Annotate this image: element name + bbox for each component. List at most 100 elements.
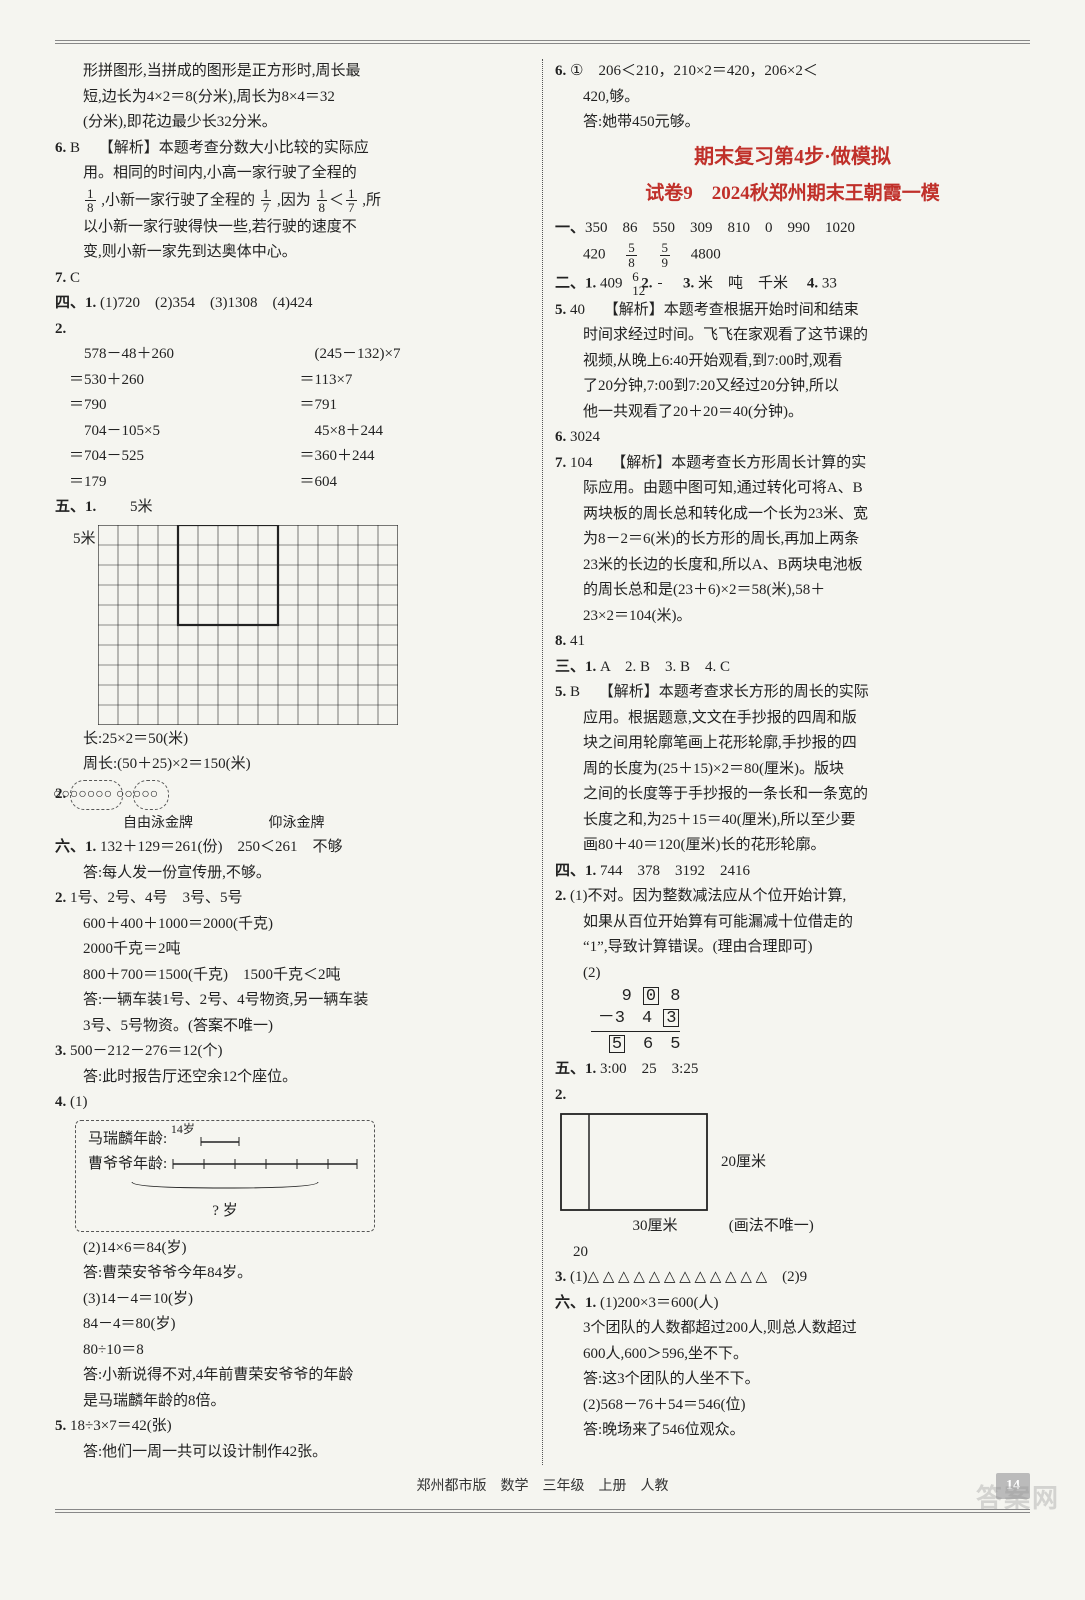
sec4-head: 四、1. (1)720 (2)354 (3)1308 (4)424 [55, 291, 530, 317]
calc-line: ＝530＋260 [69, 368, 300, 394]
r-sec2-q8-label: 8. [555, 633, 566, 649]
r-sec3-head: 三、1. [555, 659, 596, 675]
r-sec2-exp5: 了20分钟,7:00到7:20又经过20分钟,所以 [583, 374, 1030, 400]
r-sec6-l1d: 答:这3个团队的人坐不下。 [583, 1367, 1030, 1393]
grid-top-label: 5米 [130, 499, 153, 515]
vs-top: 9 0 8 [591, 986, 680, 1007]
s6-l4c: 答:曹荣安爷爷今年84岁。 [83, 1261, 530, 1287]
rect-w-row: 30厘米 (画法不唯一) [585, 1214, 1030, 1240]
r-sec3-exp5: 块之间用轮廓笔画上花形轮廓,手抄报的四 [583, 731, 1030, 757]
r-sec2-exp5: 他一共观看了20＋20＝40(分钟)。 [583, 400, 1030, 426]
r-sec4-l2c: “1”,导致计算错误。(理由合理即可) [583, 935, 1030, 961]
r-q6-l3: 答:她带450元够。 [583, 110, 1030, 136]
vs-mid: －3 4 3 [591, 1008, 680, 1029]
left-column: 形拼图形,当拼成的图形是正方形时,周长最 短,边长为4×2＝8(分米),周长为8… [55, 59, 530, 1465]
rect-bottom-val: 20 [573, 1244, 588, 1260]
intro-line: 短,边长为4×2＝8(分米),周长为8×4＝32 [83, 85, 530, 111]
s6-l5a: 18÷3×7＝42(张) [70, 1418, 172, 1434]
sec4-q2: 2. [55, 317, 530, 343]
rect-note: (画法不唯一) [729, 1218, 814, 1234]
r-sec2-exp7: 23×2＝104(米)。 [583, 604, 1030, 630]
r-sec2: 二、1. 409 2. 612 3. 米 吨 千米 4. 33 [555, 270, 1030, 298]
r-sec3: 三、1. A 2. B 3. B 4. C [555, 655, 1030, 681]
calc-line: ＝179 [69, 470, 300, 496]
calc-line: 45×8＋244 [300, 419, 531, 445]
r-sec6: 六、1. (1)200×3＝600(人) [555, 1291, 1030, 1317]
r-sec5-q2: 2. [555, 1083, 1030, 1109]
r-q6-l2: 420,够。 [583, 85, 1030, 111]
right-column: 6. ① 206＜210，210×2＝420，206×2＜ 420,够。 答:她… [555, 59, 1030, 1465]
calc-line: 578－48＋260 [69, 342, 300, 368]
medal-lab2: 仰泳金牌 [237, 812, 357, 836]
r-sec4-row1: 744 378 3192 2416 [600, 863, 750, 879]
s6-l4a: (1) [70, 1094, 88, 1110]
r-sec2-head: 二、1. [555, 275, 596, 291]
s6-l3b: 答:此时报告厅还空余12个座位。 [83, 1065, 530, 1091]
s6-l1: 132＋129＝261(份) 250＜261 不够 [100, 839, 343, 855]
r-sec2-q8: 8. 41 [555, 629, 1030, 655]
fraction: 18 [85, 187, 96, 215]
r-sec3-row1: A 2. B 3. B 4. C [600, 659, 730, 675]
r-sec2-v6: 3024 [570, 429, 600, 445]
s6-l4d: (3)14－4＝10(岁) [83, 1287, 530, 1313]
footer-text: 郑州都市版 数学 三年级 上册 人教 [417, 1479, 669, 1494]
r-sec4-l2d-text: (2) [583, 965, 601, 981]
s6-q4: 4. (1) [55, 1090, 530, 1116]
text: ,小新一家行驶了全程的 [101, 192, 255, 208]
r-sec5: 五、1. 3:00 25 3:25 [555, 1057, 1030, 1083]
r-sec2-v1: 409 [600, 275, 623, 291]
r-sec2-exp7-h: 【解析】本题考查长方形周长计算的实 [611, 455, 866, 471]
grid-len: 长:25×2＝50(米) [83, 727, 530, 753]
q6: 6. B 【解析】本题考查分数大小比较的实际应 [55, 136, 530, 162]
r-sec1-row2-tail: 4800 [691, 247, 721, 263]
r-sec3-exp5: 应用。根据题意,文文在手抄报的四周和版 [583, 706, 1030, 732]
r-sec6-l2a: (2)568－76＋54＝546(位) [583, 1393, 1030, 1419]
r-sec3-exp5-h: 【解析】本题考查求长方形的周长的实际 [599, 684, 869, 700]
r-q6-label: 6. [555, 63, 566, 79]
text: ,因为 [277, 192, 311, 208]
q6-exp: 变,则小新一家先到达奥体中心。 [83, 240, 530, 266]
vertical-subtraction: 9 0 8 －3 4 3 5 6 5 [591, 986, 680, 1055]
s6-l2d: 800＋700＝1500(千克) 1500千克＜2吨 [83, 963, 530, 989]
fraction: 18 [317, 187, 328, 215]
calc-line: ＝360＋244 [300, 444, 531, 470]
grid-figure: 5米 [73, 525, 530, 725]
r-sec5-q2-label: 2. [555, 1087, 566, 1103]
r-sec1-row2: 420 58 59 4800 [583, 241, 1030, 269]
q5-label: 5. [55, 1418, 66, 1434]
r-sec2-v4: 33 [822, 275, 837, 291]
r-sec2-v5: 40 [570, 302, 585, 318]
r-sec6-l2b: 答:晚场来了546位观众。 [583, 1418, 1030, 1444]
vs-bot: 5 6 5 [591, 1031, 680, 1055]
r-sec6-l1a: (1)200×3＝600(人) [600, 1295, 718, 1311]
s6-l2c: 2000千克＝2吨 [83, 937, 530, 963]
calc-line: (245－132)×7 [300, 342, 531, 368]
s6-l4g: 答:小新说得不对,4年前曹荣安爷爷的年龄 [83, 1363, 530, 1389]
fraction: 17 [346, 187, 357, 215]
r-sec3-exp5: 长度之和,为25＋15＝40(厘米),所以至少要 [583, 808, 1030, 834]
medal-lab1: 自由泳金牌 [83, 812, 233, 836]
diag-brace: ? 岁 [88, 1178, 362, 1225]
page: 形拼图形,当拼成的图形是正方形时,周长最 短,边长为4×2＝8(分米),周长为8… [55, 40, 1030, 1513]
r-sec5-q3: 3. (1)△ △ △ △ △ △ △ △ △ △ △ △ (2)9 [555, 1265, 1030, 1291]
diag-b-label: 曹爷爷年龄: [88, 1156, 167, 1172]
columns: 形拼图形,当拼成的图形是正方形时,周长最 短,边长为4×2＝8(分米),周长为8… [55, 59, 1030, 1465]
r-sec1-row1: 350 86 550 309 810 0 990 1020 [585, 220, 855, 236]
medal-labels: 自由泳金牌 仰泳金牌 [83, 812, 530, 836]
s6-l2a: 1号、2号、4号 3号、5号 [70, 890, 243, 906]
r-sec1: 一、350 86 550 309 810 0 990 1020 [555, 216, 1030, 242]
r-sec5-head: 五、1. [555, 1061, 596, 1077]
rect-figure: 20厘米 [559, 1112, 1030, 1212]
s6-q2: 2. 1号、2号、4号 3号、5号 [55, 886, 530, 912]
r-sec2-exp5: 时间求经过时间。飞飞在家观看了这节课的 [583, 323, 1030, 349]
s6-l5b: 答:他们一周一共可以设计制作42张。 [83, 1440, 530, 1466]
rect-h-label: 20厘米 [721, 1150, 766, 1176]
s6-l1a: 答:每人发一份宣传册,不够。 [83, 861, 530, 887]
diag-a-val: 14岁 [171, 1122, 195, 1136]
calc-left: 578－48＋260 ＝530＋260 ＝790 704－105×5 ＝704－… [69, 342, 300, 495]
segment-long [171, 1156, 361, 1174]
s6-l2b: 600＋400＋1000＝2000(千克) [83, 912, 530, 938]
s6-l4b: (2)14×6＝84(岁) [83, 1236, 530, 1262]
r-sec3-exp5: 之间的长度等于手抄报的一条长和一条宽的 [583, 782, 1030, 808]
diag-q: ? 岁 [88, 1199, 362, 1225]
